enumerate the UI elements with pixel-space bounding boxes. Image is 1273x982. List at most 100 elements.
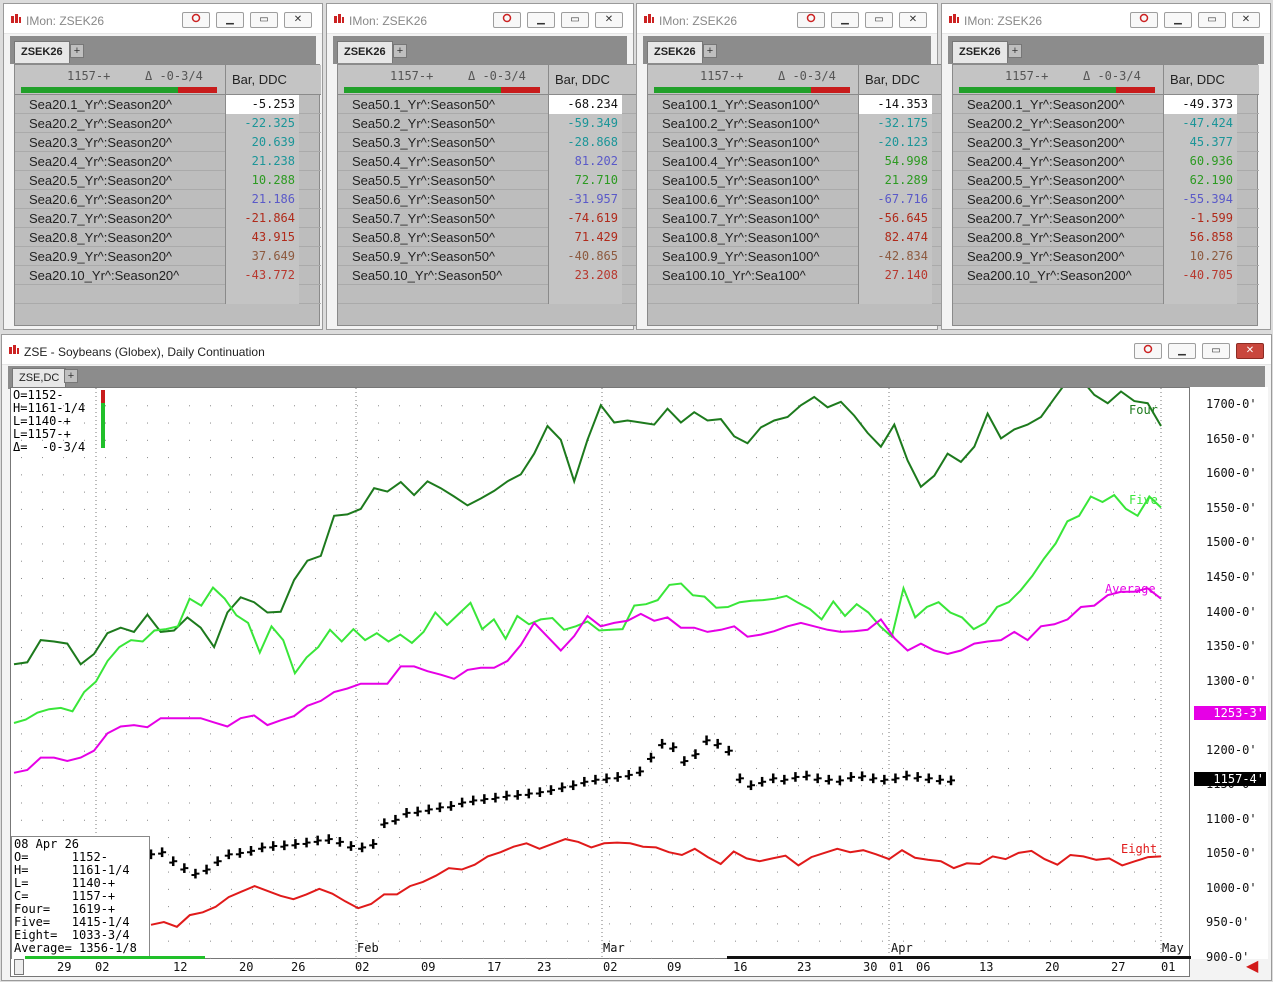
maximize-button[interactable]: ▭ <box>561 12 589 28</box>
study-value[interactable]: 72.710 <box>548 171 622 190</box>
close-button[interactable]: ✕ <box>1232 12 1260 28</box>
imon-title-bar[interactable]: IMon: ZSEK26 ▁ ▭ ✕ <box>942 4 1270 34</box>
study-value[interactable]: -67.716 <box>858 190 932 209</box>
date-axis[interactable]: 29 02 12 20 26 02 09 17 23 02 09 16 23 30 01 06 13 20 27 01… <box>10 941 1191 977</box>
study-value[interactable]: -31.957 <box>548 190 622 209</box>
tab-symbol[interactable]: ZSEK26 <box>14 41 70 63</box>
imon-grid[interactable]: 1157-+ Δ -0-3/4 Bar, DDC Sea100.1_Yr^:Se… <box>647 64 954 326</box>
study-value[interactable]: -49.373 <box>1163 95 1237 114</box>
study-value[interactable]: -21.864 <box>225 209 299 228</box>
table-row[interactable]: Sea50.6_Yr^:Season50^ -31.957 <box>338 190 644 209</box>
table-row[interactable]: Sea200.8_Yr^:Season200^ 56.858 <box>953 228 1259 247</box>
study-value[interactable]: 71.429 <box>548 228 622 247</box>
tab-symbol[interactable]: ZSEK26 <box>337 41 393 63</box>
table-row[interactable]: Sea200.2_Yr^:Season200^ -47.424 <box>953 114 1259 133</box>
study-value[interactable]: 10.276 <box>1163 247 1237 266</box>
close-button[interactable]: ✕ <box>1236 343 1264 359</box>
minimize-button[interactable]: ▁ <box>1164 12 1192 28</box>
table-row[interactable]: Sea50.5_Yr^:Season50^ 72.710 <box>338 171 644 190</box>
table-row[interactable]: Sea200.1_Yr^:Season200^ -49.373 <box>953 95 1259 114</box>
table-row[interactable]: Sea100.8_Yr^:Season100^ 82.474 <box>648 228 954 247</box>
table-row[interactable]: Sea200.10_Yr^:Season200^ -40.705 <box>953 266 1259 285</box>
link-button[interactable] <box>1134 343 1162 359</box>
study-value[interactable]: 82.474 <box>858 228 932 247</box>
study-value[interactable]: -68.234 <box>548 95 622 114</box>
table-row[interactable]: Sea50.9_Yr^:Season50^ -40.865 <box>338 247 644 266</box>
study-value[interactable]: -1.599 <box>1163 209 1237 228</box>
study-value[interactable]: -20.123 <box>858 133 932 152</box>
study-value[interactable]: 20.639 <box>225 133 299 152</box>
imon-grid[interactable]: 1157-+ Δ -0-3/4 Bar, DDC Sea200.1_Yr^:Se… <box>952 64 1259 326</box>
study-value[interactable]: -40.705 <box>1163 266 1237 285</box>
add-tab-button[interactable]: + <box>70 44 84 58</box>
tab-symbol[interactable]: ZSEK26 <box>647 41 703 63</box>
maximize-button[interactable]: ▭ <box>250 12 278 28</box>
study-value[interactable]: 21.186 <box>225 190 299 209</box>
table-row[interactable]: Sea50.7_Yr^:Season50^ -74.619 <box>338 209 644 228</box>
imon-title-bar[interactable]: IMon: ZSEK26 ▁ ▭ ✕ <box>637 4 937 34</box>
minimize-button[interactable]: ▁ <box>1168 343 1196 359</box>
study-value[interactable]: -42.834 <box>858 247 932 266</box>
tab-zse-dc[interactable]: ZSE,DC <box>12 368 67 387</box>
table-row[interactable]: Sea200.6_Yr^:Season200^ -55.394 <box>953 190 1259 209</box>
study-value[interactable]: 81.202 <box>548 152 622 171</box>
study-value[interactable]: -32.175 <box>858 114 932 133</box>
price-chart-plot[interactable]: O=1152- H=1161-1/4 L=1140-+ L=1157-+ Δ= -0-3… <box>10 387 1190 960</box>
link-button[interactable] <box>182 12 210 28</box>
table-row[interactable]: Sea100.6_Yr^:Season100^ -67.716 <box>648 190 954 209</box>
table-row[interactable]: Sea100.4_Yr^:Season100^ 54.998 <box>648 152 954 171</box>
study-value[interactable]: 62.190 <box>1163 171 1237 190</box>
table-row[interactable]: Sea200.9_Yr^:Season200^ 10.276 <box>953 247 1259 266</box>
close-button[interactable]: ✕ <box>595 12 623 28</box>
study-value[interactable]: -55.394 <box>1163 190 1237 209</box>
minimize-button[interactable]: ▁ <box>216 12 244 28</box>
table-row[interactable]: Sea20.10_Yr^:Season20^ -43.772 <box>15 266 321 285</box>
study-value[interactable]: 10.288 <box>225 171 299 190</box>
study-value[interactable]: 56.858 <box>1163 228 1237 247</box>
study-value[interactable]: -5.253 <box>225 95 299 114</box>
imon-title-bar[interactable]: IMon: ZSEK26 ▁ ▭ ✕ <box>4 4 322 34</box>
study-value[interactable]: 43.915 <box>225 228 299 247</box>
study-value[interactable]: -28.868 <box>548 133 622 152</box>
table-row[interactable]: Sea50.1_Yr^:Season50^ -68.234 <box>338 95 644 114</box>
table-row[interactable]: Sea100.7_Yr^:Season100^ -56.645 <box>648 209 954 228</box>
table-row[interactable]: Sea100.9_Yr^:Season100^ -42.834 <box>648 247 954 266</box>
scroll-handle[interactable] <box>14 959 24 975</box>
link-button[interactable] <box>797 12 825 28</box>
study-value[interactable]: -56.645 <box>858 209 932 228</box>
table-row[interactable]: Sea20.8_Yr^:Season20^ 43.915 <box>15 228 321 247</box>
study-value[interactable]: 21.289 <box>858 171 932 190</box>
scroll-to-end-icon[interactable]: ◀ <box>1246 958 1259 975</box>
table-row[interactable]: Sea100.5_Yr^:Season100^ 21.289 <box>648 171 954 190</box>
close-button[interactable]: ✕ <box>284 12 312 28</box>
table-row[interactable]: Sea100.10_Yr^:Sea100^ 27.140 <box>648 266 954 285</box>
link-button[interactable] <box>1130 12 1158 28</box>
table-row[interactable]: Sea50.4_Yr^:Season50^ 81.202 <box>338 152 644 171</box>
imon-title-bar[interactable]: IMon: ZSEK26 ▁ ▭ ✕ <box>327 4 633 34</box>
table-row[interactable]: Sea200.7_Yr^:Season200^ -1.599 <box>953 209 1259 228</box>
table-row[interactable]: Sea100.2_Yr^:Season100^ -32.175 <box>648 114 954 133</box>
study-value[interactable]: 60.936 <box>1163 152 1237 171</box>
add-tab-button[interactable]: + <box>703 44 717 58</box>
study-value[interactable]: 21.238 <box>225 152 299 171</box>
study-value[interactable]: -14.353 <box>858 95 932 114</box>
study-value[interactable]: -40.865 <box>548 247 622 266</box>
table-row[interactable]: Sea200.4_Yr^:Season200^ 60.936 <box>953 152 1259 171</box>
link-button[interactable] <box>493 12 521 28</box>
maximize-button[interactable]: ▭ <box>1202 343 1230 359</box>
tab-symbol[interactable]: ZSEK26 <box>952 41 1008 63</box>
table-row[interactable]: Sea20.7_Yr^:Season20^ -21.864 <box>15 209 321 228</box>
maximize-button[interactable]: ▭ <box>865 12 893 28</box>
table-row[interactable]: Sea20.1_Yr^:Season20^ -5.253 <box>15 95 321 114</box>
maximize-button[interactable]: ▭ <box>1198 12 1226 28</box>
table-row[interactable]: Sea50.10_Yr^:Season50^ 23.208 <box>338 266 644 285</box>
minimize-button[interactable]: ▁ <box>527 12 555 28</box>
study-value[interactable]: -22.325 <box>225 114 299 133</box>
table-row[interactable]: Sea50.3_Yr^:Season50^ -28.868 <box>338 133 644 152</box>
table-row[interactable]: Sea20.6_Yr^:Season20^ 21.186 <box>15 190 321 209</box>
table-row[interactable]: Sea20.9_Yr^:Season20^ 37.649 <box>15 247 321 266</box>
table-row[interactable]: Sea20.2_Yr^:Season20^ -22.325 <box>15 114 321 133</box>
study-value[interactable]: 45.377 <box>1163 133 1237 152</box>
imon-grid[interactable]: 1157-+ Δ -0-3/4 Bar, DDC Sea20.1_Yr^:Sea… <box>14 64 321 326</box>
table-row[interactable]: Sea20.4_Yr^:Season20^ 21.238 <box>15 152 321 171</box>
